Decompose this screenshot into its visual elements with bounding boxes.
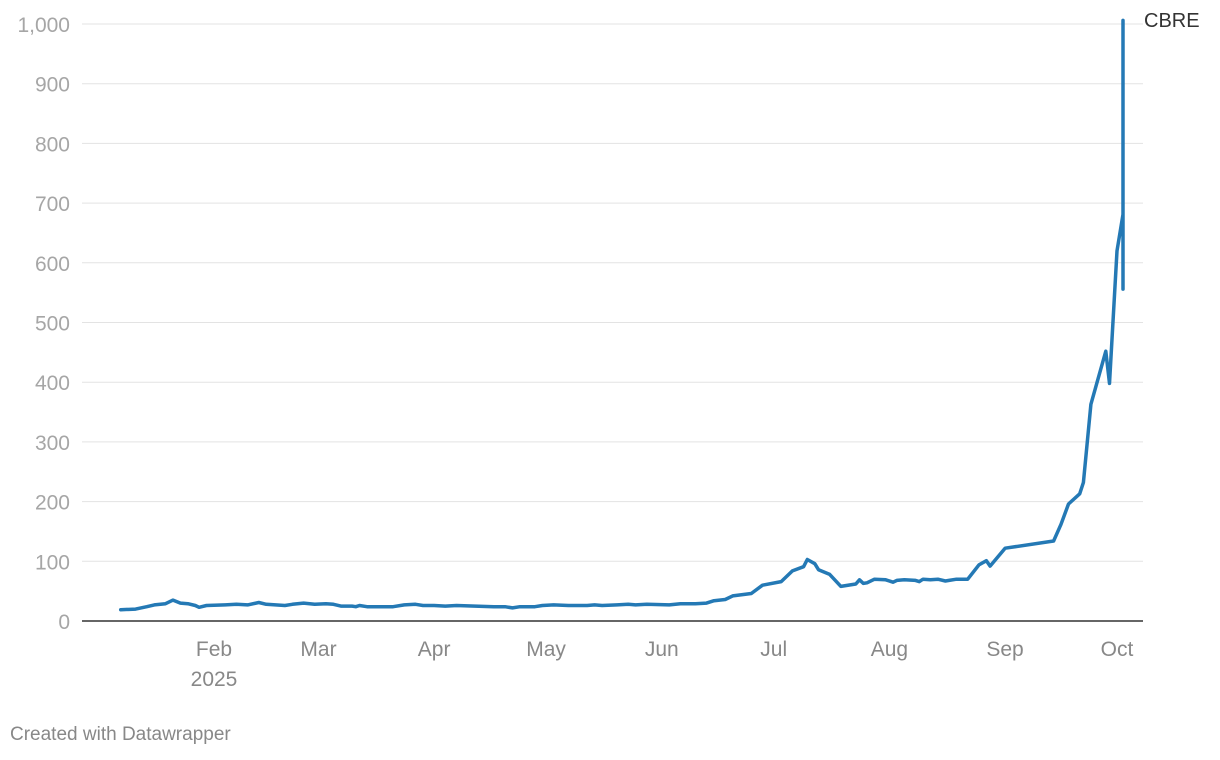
y-tick-label: 100 [35,551,70,574]
x-tick-label: Sep [986,638,1023,661]
gridlines [82,23,1143,622]
x-tick-label: May [526,638,566,661]
y-tick-label: 900 [35,74,70,97]
y-tick-label: 500 [35,313,70,336]
x-tick-label: Feb [196,638,232,661]
y-tick-label: 800 [35,133,70,156]
y-tick-label: 600 [35,253,70,276]
x-tick-label: Oct [1101,638,1134,661]
y-tick-label: 300 [35,432,70,455]
series-line [118,18,1125,612]
y-tick-label: 700 [35,193,70,216]
x-tick-label: Aug [871,638,908,661]
y-axis-ticks: 0 100 200 300 400 500 600 700 800 900 1,000 [17,14,70,634]
x-tick-sublabel: 2025 [191,668,238,691]
x-axis-ticks: Feb 2025 Mar Apr May Jun Jul Aug Sep Oct [191,638,1134,691]
y-tick-label: 1,000 [17,14,70,37]
x-tick-label: Jul [760,638,787,661]
series-label: CBRE [1144,10,1200,32]
series-layer: CBRE [118,10,1200,612]
y-tick-label: 400 [35,372,70,395]
x-tick-label: Apr [418,638,451,661]
y-tick-label: 200 [35,492,70,515]
credit-footer: Created with Datawrapper [10,724,231,745]
x-tick-label: Mar [300,638,336,661]
y-tick-label: 0 [58,611,70,634]
x-tick-label: Jun [645,638,679,661]
